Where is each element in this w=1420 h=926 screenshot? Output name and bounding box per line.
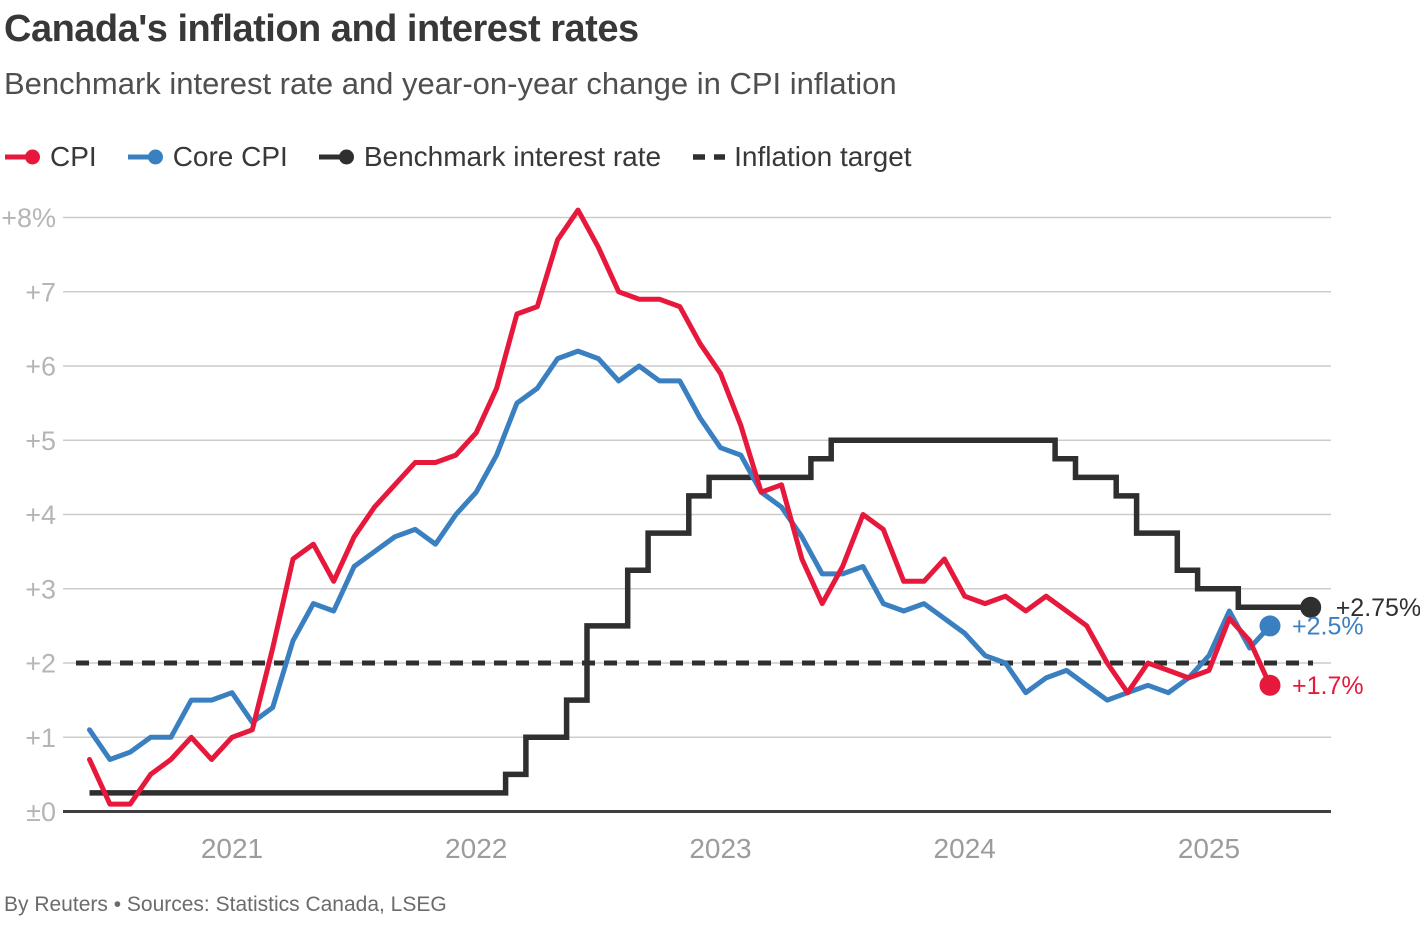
series-line-core-cpi bbox=[87, 348, 1273, 762]
legend-item-cpi: CPI bbox=[4, 141, 97, 173]
series-line-benchmark-interest-rate bbox=[89, 437, 1311, 796]
y-tick-label: +8% bbox=[1, 203, 56, 233]
page-subtitle: Benchmark interest rate and year-on-year… bbox=[4, 66, 897, 101]
y-tick-label: +7 bbox=[25, 277, 56, 307]
legend-item-inflation-target: Inflation target bbox=[691, 141, 912, 173]
y-tick-label: +6 bbox=[25, 352, 56, 382]
legend: CPI Core CPI Benchmark interest rate Inf… bbox=[4, 141, 912, 173]
end-dot-core-cpi bbox=[1259, 615, 1281, 637]
x-tick-label: 2023 bbox=[689, 833, 751, 864]
end-label-core-cpi: +2.5% bbox=[1292, 612, 1364, 640]
y-tick-label: +2 bbox=[25, 649, 56, 679]
x-tick-label: 2022 bbox=[445, 833, 507, 864]
legend-label: CPI bbox=[50, 141, 97, 172]
y-tick-label: +3 bbox=[25, 574, 56, 604]
line-dot-icon bbox=[127, 149, 163, 165]
legend-label: Inflation target bbox=[734, 141, 912, 172]
end-dot-cpi bbox=[1259, 674, 1281, 696]
y-tick-label: +4 bbox=[25, 500, 56, 530]
line-dot-icon bbox=[5, 149, 40, 165]
legend-label: Benchmark interest rate bbox=[363, 141, 662, 172]
x-tick-label: 2021 bbox=[201, 833, 263, 864]
end-label-benchmark-interest-rate: +2.75% bbox=[1336, 594, 1420, 622]
end-dot-benchmark-interest-rate bbox=[1300, 596, 1322, 618]
legend-label: Core CPI bbox=[172, 141, 288, 172]
y-tick-label: +1 bbox=[25, 723, 56, 753]
legend-item-benchmark-interest-rate: Benchmark interest rate bbox=[318, 141, 661, 173]
x-tick-label: 2025 bbox=[1178, 833, 1240, 864]
y-tick-label: +5 bbox=[25, 426, 56, 456]
source-attribution: By Reuters • Sources: Statistics Canada,… bbox=[4, 893, 447, 916]
line-dot-icon bbox=[318, 149, 354, 165]
x-tick-label: 2024 bbox=[934, 833, 996, 864]
page-title: Canada's inflation and interest rates bbox=[4, 8, 639, 50]
end-label-cpi: +1.7% bbox=[1292, 672, 1364, 700]
series-line-cpi bbox=[87, 207, 1273, 807]
dashed-line-icon bbox=[693, 154, 726, 160]
legend-item-core-cpi: Core CPI bbox=[127, 141, 288, 173]
y-tick-label: ±0 bbox=[26, 797, 56, 827]
